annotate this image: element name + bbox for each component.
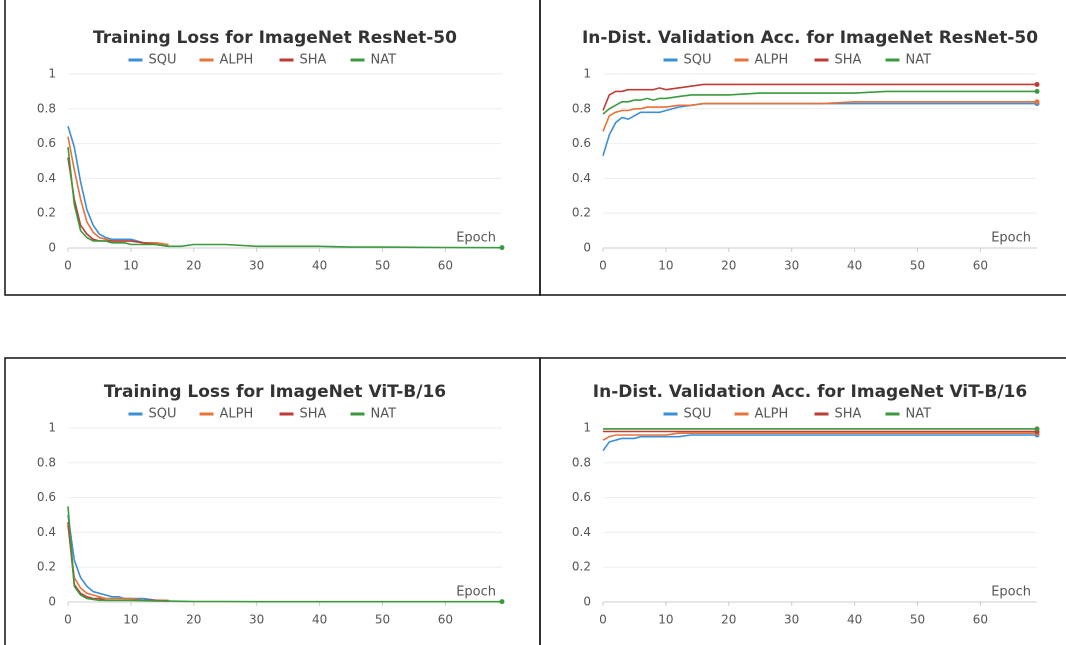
series-line bbox=[602, 102, 1037, 157]
x-tick-label: 30 bbox=[784, 259, 799, 273]
x-tick-label: 0 bbox=[599, 613, 607, 627]
y-tick-label: 0.4 bbox=[572, 525, 591, 539]
series-line bbox=[67, 525, 169, 602]
x-tick-label: 20 bbox=[721, 613, 736, 627]
y-tick-label: 0.8 bbox=[37, 455, 56, 469]
series-line bbox=[67, 514, 169, 602]
chart-title: Training Loss for ImageNet ResNet-50 bbox=[93, 28, 457, 48]
y-tick-label: 1 bbox=[583, 421, 591, 435]
x-tick-label: 50 bbox=[375, 259, 390, 273]
series-line bbox=[602, 432, 1037, 441]
legend-label: ALPH bbox=[755, 53, 789, 68]
y-tick-label: 0.8 bbox=[572, 455, 591, 469]
x-tick-label: 40 bbox=[312, 613, 327, 627]
x-tick-label: 10 bbox=[658, 259, 673, 273]
y-tick-label: 0.8 bbox=[572, 101, 591, 115]
x-tick-label: 60 bbox=[438, 259, 453, 273]
x-tick-label: 20 bbox=[186, 259, 201, 273]
x-tick-label: 50 bbox=[375, 613, 390, 627]
y-tick-label: 0.2 bbox=[37, 206, 56, 220]
x-tick-label: 0 bbox=[599, 259, 607, 273]
y-tick-label: 0.4 bbox=[37, 525, 56, 539]
x-tick-label: 30 bbox=[249, 259, 264, 273]
x-tick-label: 60 bbox=[973, 259, 988, 273]
series-line bbox=[67, 157, 169, 248]
x-tick-label: 10 bbox=[123, 259, 138, 273]
series-line bbox=[67, 147, 503, 249]
legend-label: SHA bbox=[835, 53, 862, 68]
x-tick-label: 60 bbox=[973, 613, 988, 627]
y-tick-label: 0.6 bbox=[37, 490, 56, 504]
legend-label: SHA bbox=[300, 53, 327, 68]
x-tick-label: 10 bbox=[123, 613, 138, 627]
x-tick-label: 40 bbox=[312, 259, 327, 273]
legend-label: SQU bbox=[684, 407, 712, 422]
panel-frame bbox=[539, 0, 1066, 296]
legend-label: SQU bbox=[149, 53, 177, 68]
end-dot bbox=[1034, 99, 1040, 105]
x-axis-label: Epoch bbox=[991, 585, 1031, 600]
x-tick-label: 30 bbox=[249, 613, 264, 627]
y-tick-label: 0.2 bbox=[572, 206, 591, 220]
y-tick-label: 0.6 bbox=[572, 490, 591, 504]
x-axis-label: Epoch bbox=[456, 585, 496, 600]
y-tick-label: 1 bbox=[583, 67, 591, 81]
y-tick-label: 0.4 bbox=[572, 171, 591, 185]
chart-title: Training Loss for ImageNet ViT-B/16 bbox=[104, 382, 446, 402]
end-dot bbox=[1034, 88, 1040, 94]
x-axis-label: Epoch bbox=[991, 231, 1031, 246]
legend-label: NAT bbox=[371, 53, 397, 68]
x-tick-label: 40 bbox=[847, 259, 862, 273]
x-tick-label: 20 bbox=[186, 613, 201, 627]
x-tick-label: 30 bbox=[784, 613, 799, 627]
y-tick-label: 0 bbox=[48, 595, 56, 609]
y-tick-label: 0.8 bbox=[37, 101, 56, 115]
x-axis-label: Epoch bbox=[456, 231, 496, 246]
series-line bbox=[602, 101, 1037, 132]
legend-label: NAT bbox=[371, 407, 397, 422]
legend-label: SHA bbox=[835, 407, 862, 422]
end-dot bbox=[499, 245, 505, 251]
legend-label: NAT bbox=[906, 53, 932, 68]
y-tick-label: 0.4 bbox=[37, 171, 56, 185]
legend-label: SHA bbox=[300, 407, 327, 422]
x-tick-label: 60 bbox=[438, 613, 453, 627]
legend-label: ALPH bbox=[220, 407, 254, 422]
series-line bbox=[602, 90, 1037, 115]
panel-frame bbox=[539, 357, 1066, 645]
series-line bbox=[602, 434, 1037, 452]
y-tick-label: 1 bbox=[48, 421, 56, 435]
y-tick-label: 0 bbox=[583, 241, 591, 255]
chart-title: In-Dist. Validation Acc. for ImageNet Vi… bbox=[593, 382, 1027, 402]
series-line bbox=[67, 506, 502, 603]
y-tick-label: 0 bbox=[48, 241, 56, 255]
y-tick-label: 0.6 bbox=[572, 136, 591, 150]
y-tick-label: 0 bbox=[583, 595, 591, 609]
x-tick-label: 40 bbox=[847, 613, 862, 627]
y-tick-label: 0.2 bbox=[572, 560, 591, 574]
x-tick-label: 50 bbox=[910, 259, 925, 273]
end-dot bbox=[499, 599, 505, 605]
legend-label: NAT bbox=[906, 407, 932, 422]
legend-label: SQU bbox=[149, 407, 177, 422]
series-line bbox=[602, 83, 1037, 111]
end-dot bbox=[1034, 81, 1040, 87]
legend-label: ALPH bbox=[755, 407, 789, 422]
end-dot bbox=[1034, 426, 1040, 432]
x-tick-label: 0 bbox=[64, 613, 72, 627]
chart-title: In-Dist. Validation Acc. for ImageNet Re… bbox=[582, 28, 1038, 48]
legend-label: SQU bbox=[684, 53, 712, 68]
y-tick-label: 0.2 bbox=[37, 560, 56, 574]
y-tick-label: 1 bbox=[48, 67, 56, 81]
legend-label: ALPH bbox=[220, 53, 254, 68]
x-tick-label: 50 bbox=[910, 613, 925, 627]
x-tick-label: 10 bbox=[658, 613, 673, 627]
x-tick-label: 20 bbox=[721, 259, 736, 273]
y-tick-label: 0.6 bbox=[37, 136, 56, 150]
x-tick-label: 0 bbox=[64, 259, 72, 273]
